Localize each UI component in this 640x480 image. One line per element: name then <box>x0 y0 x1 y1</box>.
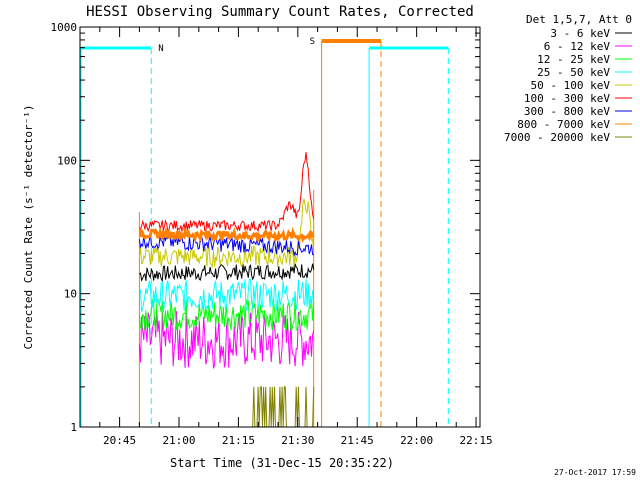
series-line-8 <box>138 226 315 244</box>
series-line-6 <box>139 152 315 233</box>
legend-item-label: 6 - 12 keV <box>544 40 611 53</box>
legend-item-label: 100 - 300 keV <box>524 92 610 105</box>
x-tick-label: 22:15 <box>459 434 492 447</box>
x-tick-label: 21:00 <box>162 434 195 447</box>
y-tick-label: 1000 <box>51 21 78 34</box>
x-tick-label: 22:00 <box>400 434 433 447</box>
legend-item-label: 300 - 800 keV <box>524 105 610 118</box>
y-tick-label: 10 <box>64 288 77 301</box>
x-axis-label: Start Time (31-Dec-15 20:35:22) <box>170 456 394 470</box>
series-line-4 <box>139 278 315 313</box>
x-tick-label: 21:30 <box>281 434 314 447</box>
axes <box>79 26 481 428</box>
y-tick-label: 1 <box>70 421 77 434</box>
night-flag: N <box>158 44 163 54</box>
plot-frame <box>79 26 481 428</box>
series-line-1 <box>139 263 315 283</box>
x-axis-ticks: 20:45 21:00 21:15 21:30 21:45 22:00 22:15 <box>79 27 493 447</box>
series-line-5 <box>138 198 315 269</box>
legend-item-label: 7000 - 20000 keV <box>504 131 610 144</box>
legend-item-label: 3 - 6 keV <box>550 27 610 40</box>
series-line-2 <box>138 311 315 370</box>
y-tick-label: 100 <box>57 154 77 167</box>
plot-area: NS <box>80 37 449 428</box>
timestamp: 27-Oct-2017 17:59 <box>554 468 636 477</box>
legend-item-label: 25 - 50 keV <box>537 66 610 79</box>
x-tick-label: 21:15 <box>222 434 255 447</box>
chart-title: HESSI Observing Summary Count Rates, Cor… <box>86 4 474 20</box>
legend-item-label: 12 - 25 keV <box>537 53 610 66</box>
x-tick-label: 21:45 <box>341 434 374 447</box>
legend-item-label: 50 - 100 keV <box>531 79 611 92</box>
legend-item-label: 800 - 7000 keV <box>517 118 610 131</box>
saa-flag: S <box>310 37 315 47</box>
y-axis-ticks: 1 10 100 1000 <box>51 21 480 434</box>
legend-title: Det 1,5,7, Att 0 <box>526 13 632 26</box>
x-tick-label: 20:45 <box>103 434 136 447</box>
series-line-9 <box>139 386 315 428</box>
y-axis-label: Corrected Count Rate (s⁻¹ detector⁻¹) <box>22 104 35 349</box>
